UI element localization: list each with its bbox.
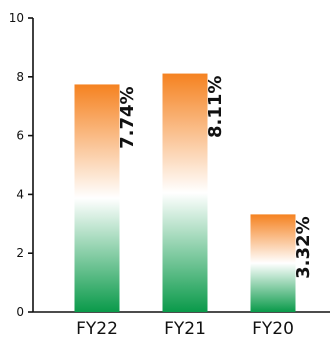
y-tick-label: 2 (16, 246, 24, 260)
y-tick-label: 8 (16, 70, 24, 84)
category-labels-group: FY22 FY21 FY20 (76, 319, 294, 337)
bar-fy20 (250, 214, 296, 312)
data-labels-group: 7.74% 8.11% 3.32% (117, 76, 314, 279)
category-label-fy20: FY20 (252, 319, 294, 337)
data-label-fy21: 8.11% (205, 76, 226, 138)
data-label-fy22: 7.74% (117, 86, 138, 148)
data-label-fy20: 3.32% (293, 216, 314, 278)
category-label-fy22: FY22 (76, 319, 118, 337)
bar-fy21 (162, 73, 208, 312)
y-axis-ticks: 0 2 4 6 8 10 (9, 11, 33, 319)
bar-fy22 (74, 84, 120, 312)
y-tick-label: 4 (16, 187, 24, 201)
y-tick-label: 10 (9, 11, 24, 25)
bars-group (74, 73, 296, 312)
y-tick-label: 6 (16, 129, 24, 143)
y-tick-label: 0 (16, 305, 24, 319)
category-label-fy21: FY21 (164, 319, 206, 337)
